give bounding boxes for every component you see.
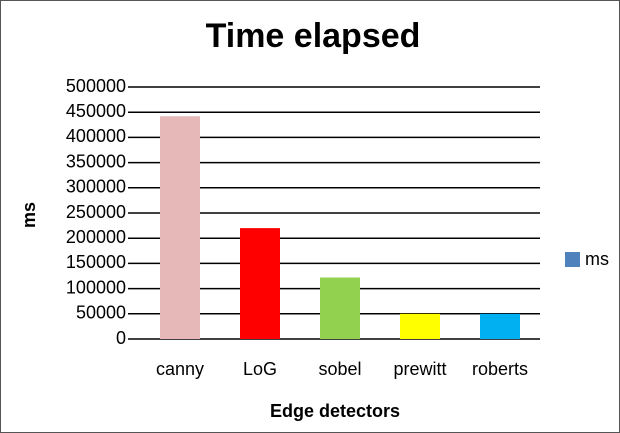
bar [400, 313, 440, 339]
y-tick-label: 100000 [66, 277, 126, 297]
legend-swatch [565, 252, 580, 267]
x-axis-label: Edge detectors [270, 401, 400, 421]
y-tick-label: 50000 [76, 303, 126, 323]
y-tick-label: 250000 [66, 202, 126, 222]
x-tick-label: canny [156, 359, 204, 379]
y-tick-label: 200000 [66, 227, 126, 247]
bar [160, 116, 200, 340]
bar [240, 228, 280, 339]
y-axis-label: ms [19, 202, 39, 228]
y-tick-label: 150000 [66, 252, 126, 272]
legend-label: ms [585, 249, 609, 269]
bar [480, 313, 520, 339]
x-tick-label: sobel [318, 359, 361, 379]
y-tick-label: 0 [116, 328, 126, 348]
bar [320, 277, 360, 339]
y-tick-label: 500000 [66, 76, 126, 96]
x-tick-label: prewitt [393, 359, 446, 379]
x-tick-label: LoG [243, 359, 277, 379]
x-tick-label: roberts [472, 359, 528, 379]
y-tick-label: 300000 [66, 177, 126, 197]
y-tick-label: 400000 [66, 126, 126, 146]
y-tick-label: 350000 [66, 151, 126, 171]
chart-title: Time elapsed [206, 17, 421, 55]
y-tick-label: 450000 [66, 101, 126, 121]
